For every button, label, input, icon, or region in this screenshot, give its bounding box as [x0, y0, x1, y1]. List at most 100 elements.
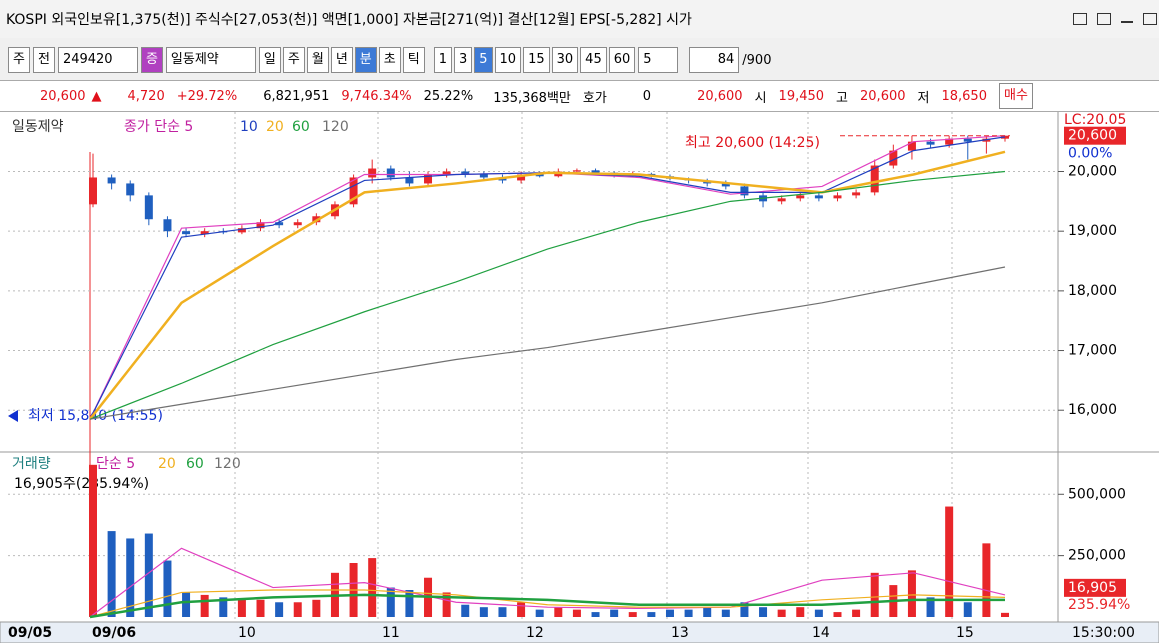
volume: 6,821,951: [263, 88, 330, 104]
volume-bar: [628, 612, 637, 617]
period-button[interactable]: 틱: [402, 47, 425, 73]
legend-period: 120: [322, 119, 349, 135]
candle-body: [275, 222, 284, 226]
volume-rate: 9,746.34%: [341, 88, 412, 104]
volume-bar: [647, 612, 656, 617]
volume-bar: [759, 607, 768, 617]
volume-bar: [907, 570, 916, 617]
candle-body: [107, 177, 116, 184]
minute-button[interactable]: 3: [453, 47, 473, 73]
minimize[interactable]: [1121, 21, 1133, 23]
volume-bar: [703, 607, 712, 617]
up-arrow: ▲: [91, 88, 102, 104]
candle-body: [796, 195, 805, 199]
count[interactable]: 84: [689, 47, 740, 73]
volume-bar: [926, 597, 935, 617]
volume-bar: [554, 607, 563, 617]
volume-bar: [684, 609, 693, 617]
volume-bar: [200, 594, 209, 617]
minute-button[interactable]: 60: [608, 47, 636, 73]
period-button[interactable]: 주: [282, 47, 305, 73]
period-button[interactable]: 분: [354, 47, 377, 73]
quote-bar: 20,600 ▲ 4,720 +29.72% 6,821,951 9,746.34…: [0, 80, 1159, 112]
volume-bar: [982, 543, 991, 617]
open: 19,450: [778, 88, 825, 104]
change: 4,720: [127, 88, 165, 104]
chart-area: 일동제약 종가 단순 5 거래량 단순 5 16,905주(235.94%) 최…: [0, 112, 1159, 643]
volume-bar: [312, 599, 321, 617]
candle-body: [461, 171, 470, 175]
period-button[interactable]: 월: [306, 47, 329, 73]
last-price-box: [1064, 126, 1126, 145]
last-volume: 16,905: [1068, 580, 1117, 596]
maximize[interactable]: [1143, 13, 1157, 25]
high: 20,600: [860, 88, 906, 104]
candle-body: [163, 219, 172, 232]
minute-button[interactable]: 30: [551, 47, 579, 73]
volume-bar: [442, 592, 451, 617]
legend-period: 120: [214, 456, 241, 472]
x-time: 15:30:00: [1072, 625, 1135, 641]
legend-period: 10: [240, 119, 258, 135]
volume-bar: [89, 464, 97, 617]
x-label: 12: [526, 625, 544, 641]
candle-body: [926, 141, 935, 145]
candle-body: [535, 174, 544, 177]
volume-bar: [107, 531, 116, 617]
minute-button[interactable]: 45: [580, 47, 607, 73]
x-label: 10: [238, 625, 256, 641]
volume-bar: [461, 604, 470, 617]
icon[interactable]: [1073, 13, 1087, 25]
volume-bar: [740, 602, 749, 617]
moving-average: [89, 150, 1006, 420]
period-button[interactable]: 년: [330, 47, 353, 73]
minute-button[interactable]: 10: [494, 47, 522, 73]
minute-button[interactable]: 1: [433, 47, 452, 73]
candle-body: [126, 183, 135, 196]
last-volume-box: [1064, 578, 1126, 597]
volume-bar: [275, 602, 284, 617]
volume-bar: [665, 609, 674, 617]
candle-body: [870, 165, 879, 193]
low-label: 저: [917, 90, 930, 106]
volume-bar: [610, 609, 619, 617]
buy-button[interactable]: 매수: [998, 83, 1033, 109]
volume-bar: [870, 572, 879, 617]
code-input[interactable]: 249420: [57, 47, 138, 73]
hoga-price: 20,600: [697, 88, 743, 104]
unit[interactable]: 5: [638, 47, 679, 73]
x-label: 11: [382, 625, 400, 641]
period-button[interactable]: 초: [378, 47, 401, 73]
volume-bar: [721, 609, 730, 617]
candle-body: [442, 171, 451, 175]
legend-period: 60: [186, 456, 204, 472]
volume-summary: 16,905주(235.94%): [14, 476, 149, 492]
prev[interactable]: 전: [32, 47, 55, 73]
candle-body: [852, 192, 861, 196]
stock-info: KOSPI 외국인보유[1,375(천)] 주식수[27,053(천)] 액면[…: [6, 12, 692, 28]
volume-bar: [517, 602, 526, 617]
stock-name[interactable]: 일동제약: [165, 47, 256, 73]
y-tick-label: 500,000: [1068, 486, 1126, 502]
minute-button[interactable]: 5: [474, 47, 493, 73]
minute-button[interactable]: 15: [523, 47, 550, 73]
period-button[interactable]: 일: [258, 47, 281, 73]
volume-bar: [163, 560, 172, 617]
candle-body: [814, 195, 823, 199]
volume-bar: [1001, 612, 1009, 617]
volume-bar: [796, 607, 805, 617]
volume-bar: [368, 558, 377, 617]
candle-body: [572, 170, 581, 172]
minute-buttons: 1 3 5 10 15 30 45 60: [433, 47, 636, 73]
chart-bg: [0, 112, 1159, 643]
icon[interactable]: [1097, 13, 1111, 25]
volume-bar: [479, 607, 488, 617]
moving-average: [89, 547, 1006, 618]
open-label: 시: [754, 90, 767, 106]
volume-bar: [572, 609, 581, 617]
last-volume-rate: 235.94%: [1068, 597, 1130, 613]
market[interactable]: 주: [8, 47, 30, 73]
candle-body: [721, 183, 730, 187]
